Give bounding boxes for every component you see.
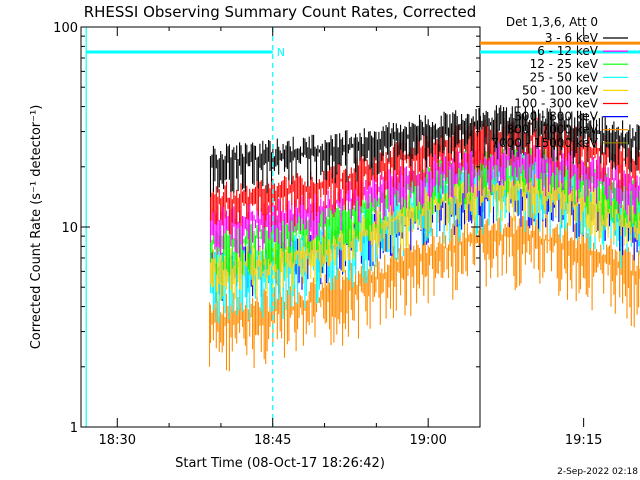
legend-label: 12 - 25 keV (530, 57, 599, 71)
legend-label: 100 - 300 keV (514, 97, 598, 111)
series-line (209, 105, 640, 197)
y-tick-label: 100 (53, 21, 78, 36)
legend-label: 3 - 6 keV (545, 31, 599, 45)
x-tick-label: 19:15 (565, 433, 602, 448)
timestamp: 2-Sep-2022 02:18 (557, 467, 638, 477)
y-tick-label: 1 (70, 421, 78, 436)
legend-label: 7000 - 15000 keV (491, 136, 598, 150)
annotation-label: N (277, 46, 285, 59)
y-tick-label: 10 (61, 221, 78, 236)
legend-label: 6 - 12 keV (537, 44, 599, 58)
legend-label: 25 - 50 keV (530, 70, 599, 84)
y-axis-label: Corrected Count Rate (s⁻¹ detector⁻¹) (29, 105, 44, 350)
x-tick-label: 18:30 (99, 433, 136, 448)
x-tick-label: 18:45 (254, 433, 291, 448)
legend-header: Det 1,3,6, Att 0 (506, 15, 598, 29)
x-axis-label: Start Time (08-Oct-17 18:26:42) (175, 456, 385, 471)
legend-label: 300 - 800 keV (514, 110, 598, 124)
chart-title: RHESSI Observing Summary Count Rates, Co… (84, 3, 477, 21)
legend-label: 800 - 7000 keV (507, 123, 599, 137)
x-tick-label: 19:00 (409, 433, 446, 448)
series-line (209, 212, 640, 372)
legend-label: 50 - 100 keV (522, 83, 599, 97)
